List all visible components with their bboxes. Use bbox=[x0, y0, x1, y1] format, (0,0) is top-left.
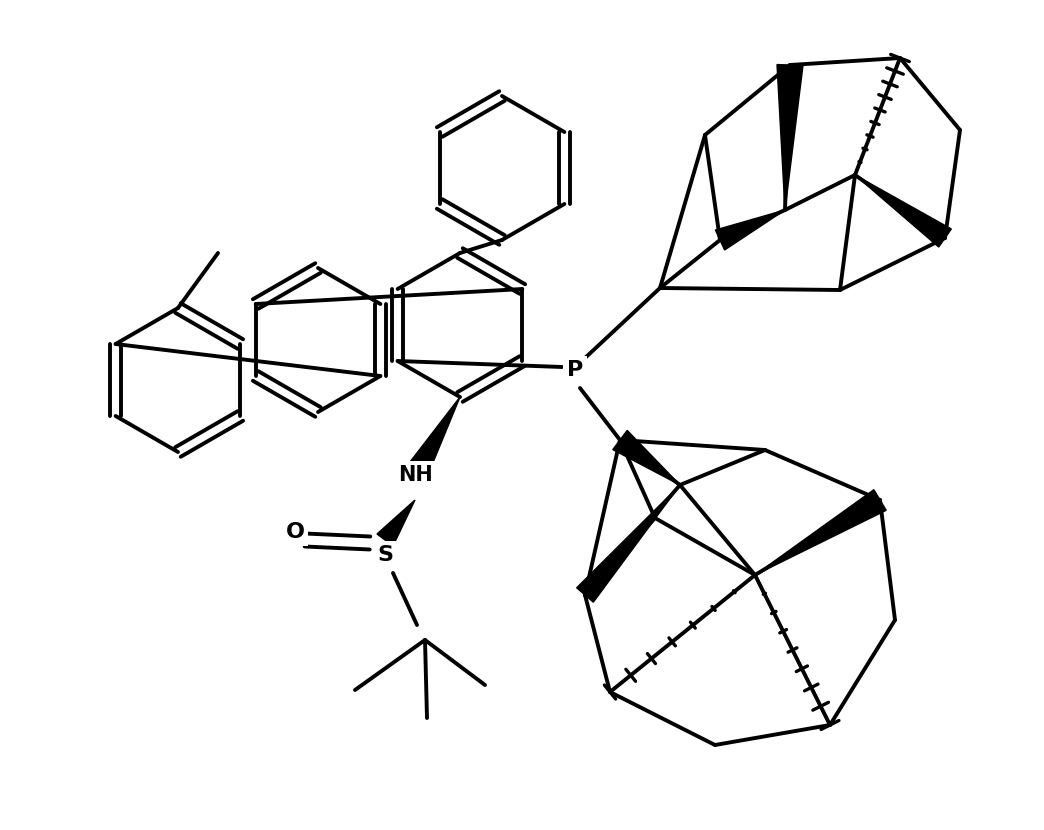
Polygon shape bbox=[755, 490, 886, 575]
Polygon shape bbox=[576, 485, 680, 603]
Polygon shape bbox=[855, 175, 951, 247]
Polygon shape bbox=[613, 431, 680, 485]
Text: P: P bbox=[567, 360, 584, 380]
Text: O: O bbox=[285, 522, 305, 542]
Polygon shape bbox=[715, 210, 785, 250]
Polygon shape bbox=[405, 397, 460, 481]
Polygon shape bbox=[377, 500, 416, 546]
Text: S: S bbox=[377, 545, 393, 565]
Polygon shape bbox=[777, 65, 803, 210]
Text: NH: NH bbox=[398, 465, 432, 485]
